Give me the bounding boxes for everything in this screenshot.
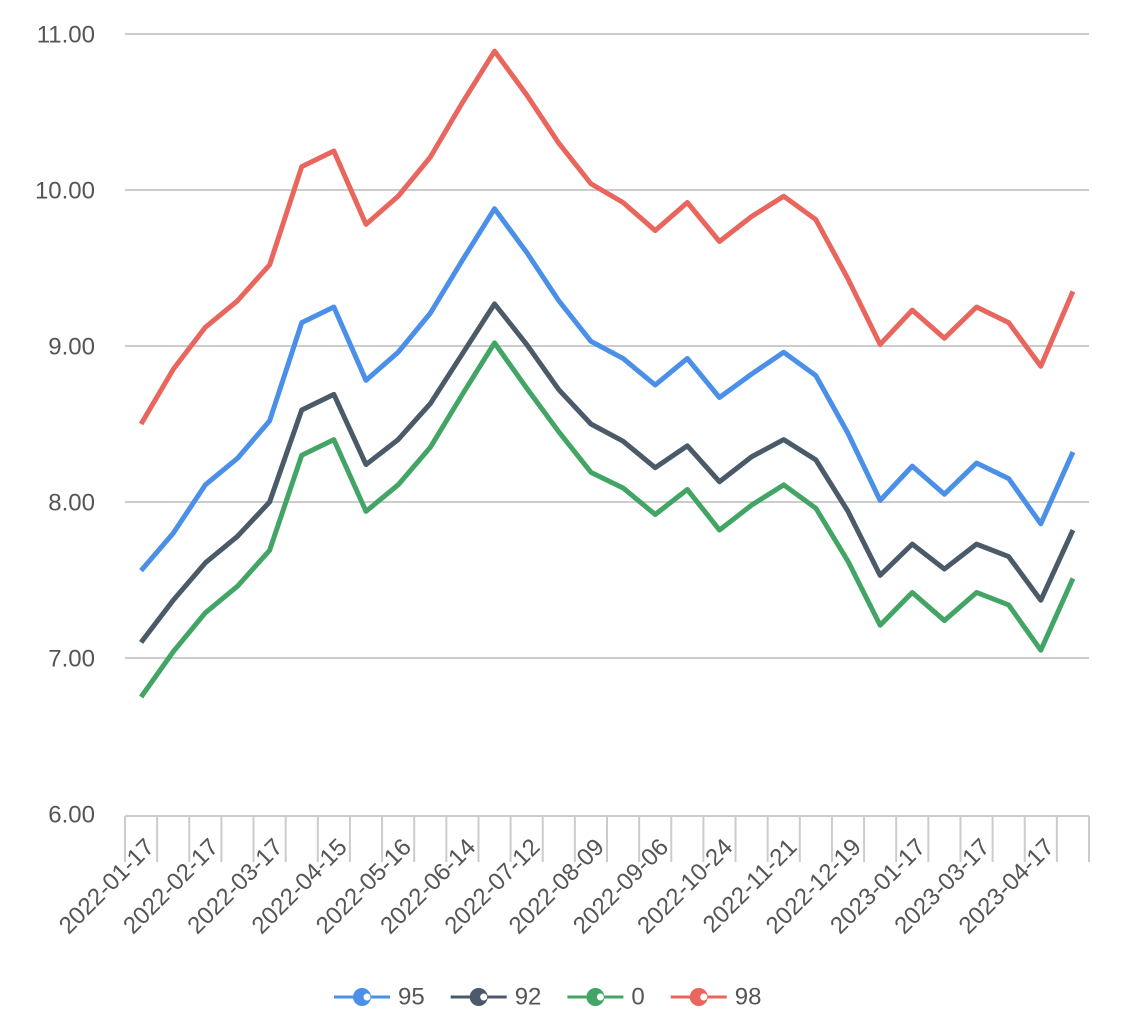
legend-item: 92 <box>450 983 542 1010</box>
legend-icon-dot <box>353 988 371 1006</box>
legend-label: 98 <box>735 983 762 1010</box>
legend-icon-hole <box>363 993 371 1001</box>
legend-label: 95 <box>398 983 425 1010</box>
y-tick-label: 9.00 <box>48 333 95 360</box>
y-tick-label: 6.00 <box>48 801 95 828</box>
series-line <box>139 301 1076 644</box>
y-tick-label: 11.00 <box>37 21 95 48</box>
legend-item: 0 <box>567 983 645 1010</box>
legend-item: 95 <box>334 983 425 1010</box>
legend-icon-hole <box>480 993 488 1001</box>
legend-icon-hole <box>596 993 604 1001</box>
legend-label: 0 <box>631 983 644 1010</box>
y-tick-label: 7.00 <box>48 645 95 672</box>
legend-icon-dot <box>689 988 708 1006</box>
legend-label: 92 <box>515 983 542 1010</box>
y-tick-label: 10.00 <box>35 177 95 204</box>
legend-icon-dot <box>586 988 605 1006</box>
series-line <box>139 206 1076 573</box>
series-line <box>138 48 1076 426</box>
legend-item: 98 <box>670 983 762 1010</box>
legend-icon-dot <box>469 988 488 1006</box>
y-tick-label: 8.00 <box>48 489 95 516</box>
series-line <box>139 340 1076 699</box>
legend-icon-hole <box>700 993 708 1001</box>
